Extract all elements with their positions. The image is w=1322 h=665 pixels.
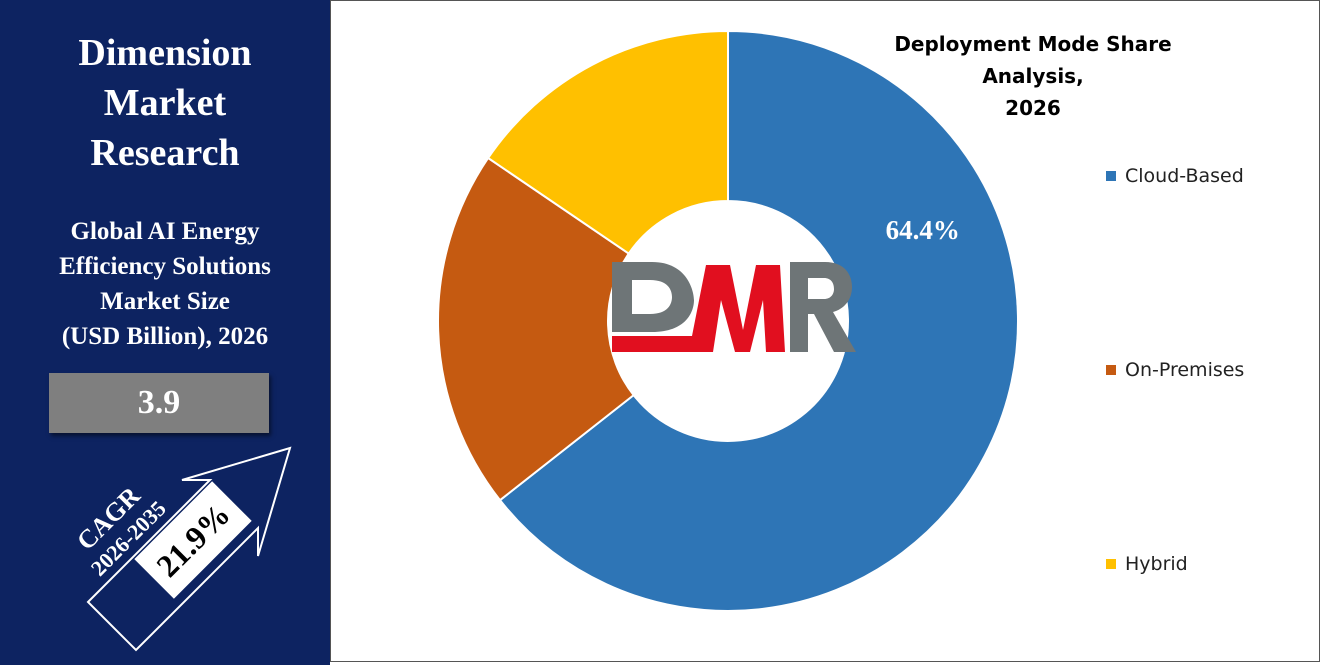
chart-title: Deployment Mode Share Analysis, 2026 [858, 28, 1208, 124]
legend-swatch-cloud [1106, 171, 1116, 181]
subtitle-line-2: Efficiency Solutions [59, 253, 271, 280]
brand-line-1: Dimension [78, 32, 252, 74]
legend-swatch-hybrid [1106, 559, 1116, 569]
brand-line-3: Research [90, 132, 240, 174]
legend-swatch-onprem [1106, 365, 1116, 375]
legend-label-onprem: On-Premises [1125, 359, 1245, 381]
subtitle-line-1: Global AI Energy [70, 218, 260, 245]
chart-title-line-2: 2026 [1005, 96, 1061, 120]
slice-data-label-cloud: 64.4% [886, 215, 960, 245]
slice-on-premises[interactable] [437, 156, 636, 502]
growth-arrow-icon [86, 446, 292, 652]
chart-panel [330, 0, 1320, 662]
brand-line-2: Market [103, 82, 227, 124]
market-subtitle: Global AI Energy Efficiency Solutions Ma… [0, 214, 330, 354]
slice-hybrid[interactable] [486, 29, 729, 255]
market-value-box: 3.9 [49, 373, 269, 433]
sidebar-panel: Dimension Market Research Global AI Ener… [0, 0, 330, 665]
legend-item-cloud-based[interactable]: Cloud-Based [1106, 164, 1244, 188]
legend-item-on-premises[interactable]: On-Premises [1106, 358, 1244, 382]
chart-title-line-1: Deployment Mode Share Analysis, [894, 32, 1172, 88]
legend-label-cloud: Cloud-Based [1125, 165, 1244, 187]
brand-title: Dimension Market Research [0, 28, 330, 178]
slice-cloud-based[interactable] [498, 29, 1019, 612]
dmr-logo [612, 262, 856, 352]
subtitle-line-3: Market Size [100, 288, 230, 315]
legend-item-hybrid[interactable]: Hybrid [1106, 552, 1188, 576]
legend-label-hybrid: Hybrid [1125, 553, 1188, 575]
subtitle-line-4: (USD Billion), 2026 [61, 323, 269, 350]
